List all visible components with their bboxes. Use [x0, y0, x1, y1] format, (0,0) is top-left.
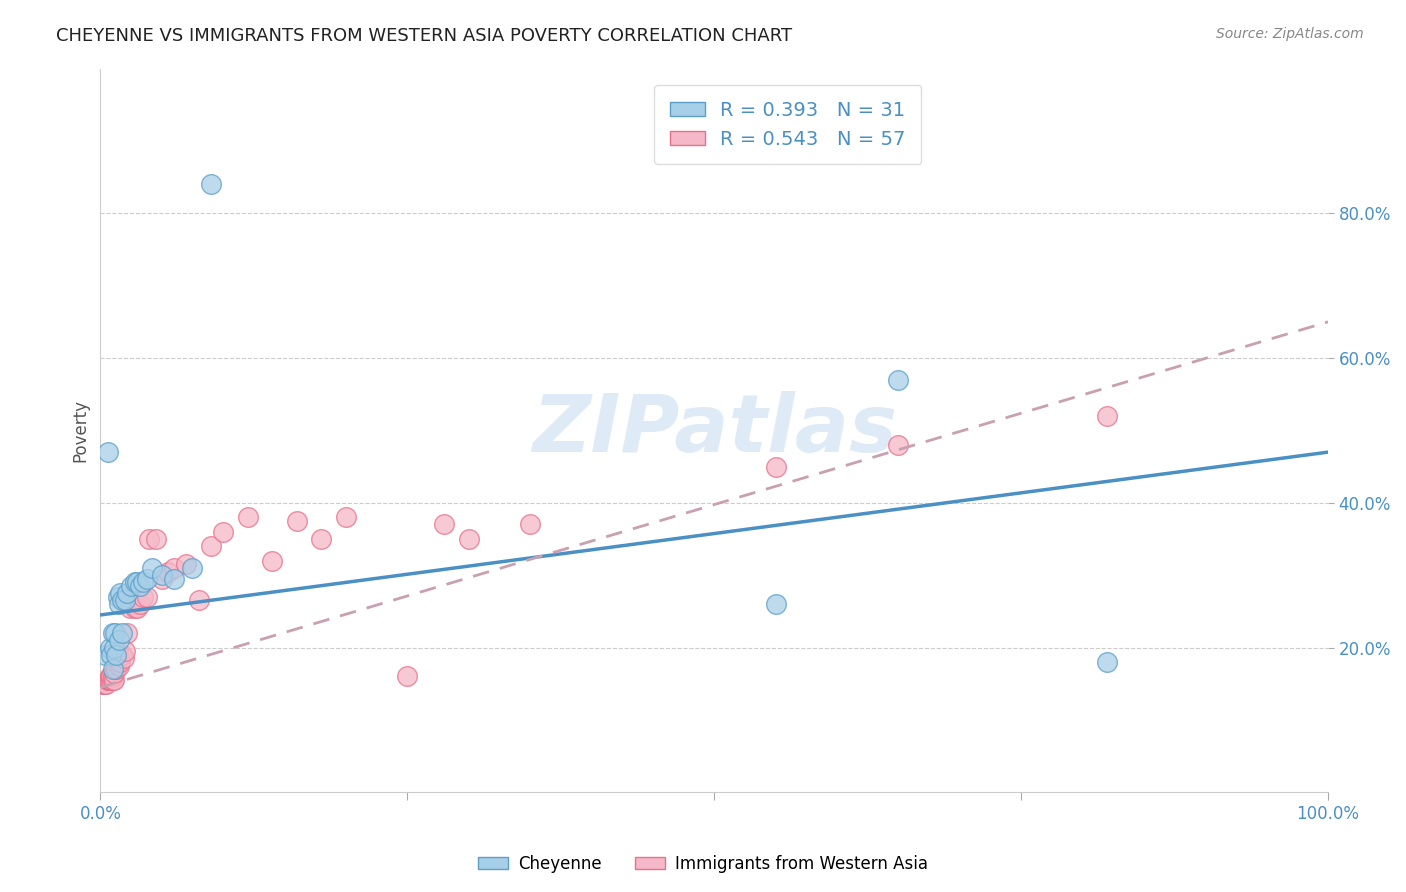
Point [127, 600, 149, 615]
Point [145, 532, 167, 546]
Point [98, 669, 121, 683]
Point [120, 597, 142, 611]
Point [114, 593, 136, 607]
Point [136, 590, 159, 604]
Point [396, 669, 419, 683]
Point [96, 677, 118, 691]
Point [103, 640, 125, 655]
Point [100, 673, 122, 687]
Point [101, 662, 124, 676]
Point [94, 677, 117, 691]
Point [114, 644, 136, 658]
Point [104, 655, 127, 669]
Point [97, 673, 120, 687]
Point [150, 568, 173, 582]
Point [91, 677, 114, 691]
Point [132, 590, 155, 604]
Point [174, 558, 197, 572]
Point [124, 600, 146, 615]
Point [97, 673, 120, 687]
Point [163, 561, 186, 575]
Point [97, 673, 120, 687]
Point [200, 539, 222, 553]
Point [101, 626, 124, 640]
Point [104, 662, 127, 676]
Point [212, 524, 235, 539]
Point [335, 510, 357, 524]
Point [138, 532, 160, 546]
Point [105, 662, 128, 676]
Point [120, 579, 142, 593]
Point [111, 648, 134, 662]
Point [128, 579, 150, 593]
Point [136, 572, 159, 586]
Point [108, 586, 131, 600]
Point [107, 658, 129, 673]
Point [311, 532, 333, 546]
Point [107, 633, 129, 648]
Point [187, 593, 209, 607]
Point [1095, 655, 1118, 669]
Legend: Cheyenne, Immigrants from Western Asia: Cheyenne, Immigrants from Western Asia [471, 848, 935, 880]
Point [127, 575, 149, 590]
Text: CHEYENNE VS IMMIGRANTS FROM WESTERN ASIA POVERTY CORRELATION CHART: CHEYENNE VS IMMIGRANTS FROM WESTERN ASIA… [56, 27, 793, 45]
Point [104, 626, 127, 640]
Text: Source: ZipAtlas.com: Source: ZipAtlas.com [1216, 27, 1364, 41]
Point [181, 561, 204, 575]
Point [236, 510, 259, 524]
Point [111, 593, 134, 607]
Point [100, 669, 122, 683]
Point [457, 532, 479, 546]
Point [105, 648, 128, 662]
Point [163, 572, 186, 586]
Point [1095, 409, 1118, 423]
Point [101, 673, 124, 687]
Point [107, 655, 129, 669]
Point [101, 669, 124, 683]
Point [887, 373, 910, 387]
Point [108, 655, 131, 669]
Y-axis label: Poverty: Poverty [72, 399, 89, 462]
Point [117, 626, 139, 640]
Point [128, 597, 150, 611]
Point [103, 673, 125, 687]
Point [519, 517, 541, 532]
Point [285, 514, 308, 528]
Legend: R = 0.393   N = 31, R = 0.543   N = 57: R = 0.393 N = 31, R = 0.543 N = 57 [654, 86, 921, 164]
Point [124, 575, 146, 590]
Point [107, 590, 129, 604]
Point [100, 648, 122, 662]
Point [103, 665, 125, 680]
Text: ZIPatlas: ZIPatlas [531, 392, 897, 469]
Point [262, 554, 284, 568]
Point [97, 445, 120, 459]
Point [887, 438, 910, 452]
Point [107, 648, 129, 662]
Point [98, 640, 121, 655]
Point [111, 626, 134, 640]
Point [110, 648, 132, 662]
Point [765, 459, 787, 474]
Point [94, 648, 117, 662]
Point [117, 586, 139, 600]
Point [141, 561, 163, 575]
Point [200, 178, 222, 192]
Point [112, 651, 135, 665]
Point [156, 565, 179, 579]
Point [118, 600, 141, 615]
Point [150, 572, 173, 586]
Point [121, 590, 143, 604]
Point [98, 673, 121, 687]
Point [765, 597, 787, 611]
Point [105, 651, 128, 665]
Point [433, 517, 456, 532]
Point [93, 677, 115, 691]
Point [132, 575, 155, 590]
Point [107, 597, 129, 611]
